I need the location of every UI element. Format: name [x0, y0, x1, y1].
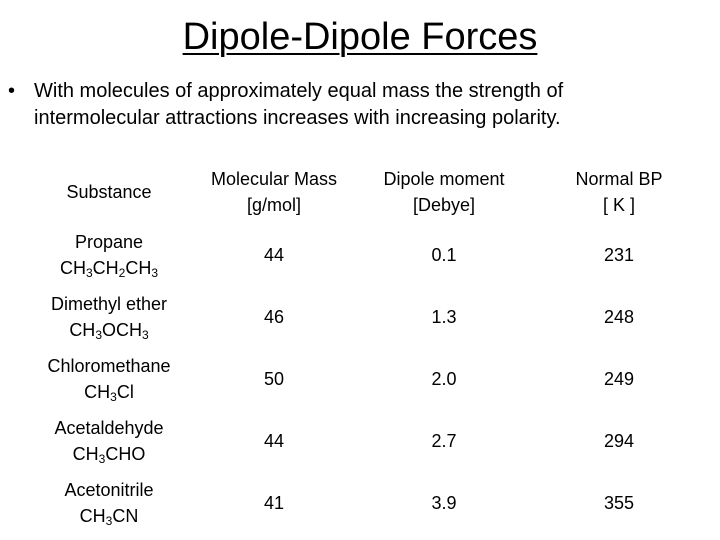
chemical-formula: CH3CHO [72, 444, 146, 466]
boiling-point-cell: 249 [603, 369, 635, 389]
dipole-moment-cell: 1.3 [431, 307, 457, 327]
table-header-row: Substance Molecular Mass [g/mol] Dipole … [24, 160, 704, 224]
table-row: Acetonitrile CH3CN 41 3.9 355 [24, 472, 704, 534]
header-unit: [Debye] [412, 195, 476, 215]
boiling-point-cell: 231 [603, 245, 635, 265]
chemical-formula: CH3CN [79, 506, 139, 528]
substance-cell: Chloromethane CH3Cl [24, 348, 194, 410]
table-row: Propane CH3CH2CH3 44 0.1 231 [24, 224, 704, 286]
table-row: Acetaldehyde CH3CHO 44 2.7 294 [24, 410, 704, 472]
header-line: Molecular Mass [210, 169, 338, 189]
header-unit: [ K ] [602, 195, 635, 215]
molecular-mass-cell: 44 [263, 245, 285, 265]
bullet-icon: • [8, 80, 16, 102]
molecular-mass-cell: 46 [263, 307, 285, 327]
header-normal-bp: Normal BP [ K ] [534, 160, 704, 224]
dipole-moment-cell: 0.1 [431, 245, 457, 265]
header-molecular-mass: Molecular Mass [g/mol] [194, 160, 354, 224]
slide-title: Dipole-Dipole Forces [0, 14, 720, 60]
chemical-formula: CH3OCH3 [69, 320, 149, 342]
table-row: Chloromethane CH3Cl 50 2.0 249 [24, 348, 704, 410]
header-dipole-moment: Dipole moment [Debye] [354, 160, 534, 224]
header-line: Normal BP [575, 169, 663, 189]
substance-name: Chloromethane [47, 356, 171, 376]
substance-cell: Acetaldehyde CH3CHO [24, 410, 194, 472]
dipole-moment-cell: 2.0 [431, 369, 457, 389]
molecular-mass-cell: 41 [263, 493, 285, 513]
table-row: Dimethyl ether CH3OCH3 46 1.3 248 [24, 286, 704, 348]
chemical-formula: CH3CH2CH3 [59, 258, 159, 280]
header-line: Substance [66, 182, 152, 202]
dipole-moment-cell: 2.7 [431, 431, 457, 451]
substance-name: Acetaldehyde [54, 418, 164, 438]
properties-table: Substance Molecular Mass [g/mol] Dipole … [24, 160, 704, 534]
substance-name: Dimethyl ether [50, 294, 168, 314]
substance-cell: Propane CH3CH2CH3 [24, 224, 194, 286]
boiling-point-cell: 294 [603, 431, 635, 451]
dipole-moment-cell: 3.9 [431, 493, 457, 513]
boiling-point-cell: 248 [603, 307, 635, 327]
header-line: Dipole moment [383, 169, 505, 189]
slide-title-text: Dipole-Dipole Forces [182, 16, 538, 58]
substance-name: Acetonitrile [64, 480, 154, 500]
substance-name: Propane [74, 232, 144, 252]
molecular-mass-cell: 44 [263, 431, 285, 451]
substance-cell: Dimethyl ether CH3OCH3 [24, 286, 194, 348]
header-unit: [g/mol] [246, 195, 302, 215]
chemical-formula: CH3Cl [84, 382, 134, 404]
table-body: Propane CH3CH2CH3 44 0.1 231 Dimethyl ether CH… [24, 224, 704, 534]
substance-cell: Acetonitrile CH3CN [24, 472, 194, 534]
molecular-mass-cell: 50 [263, 369, 285, 389]
boiling-point-cell: 355 [603, 493, 635, 513]
bullet-text: With molecules of approximately equal ma… [34, 80, 564, 129]
header-substance: Substance [24, 160, 194, 224]
